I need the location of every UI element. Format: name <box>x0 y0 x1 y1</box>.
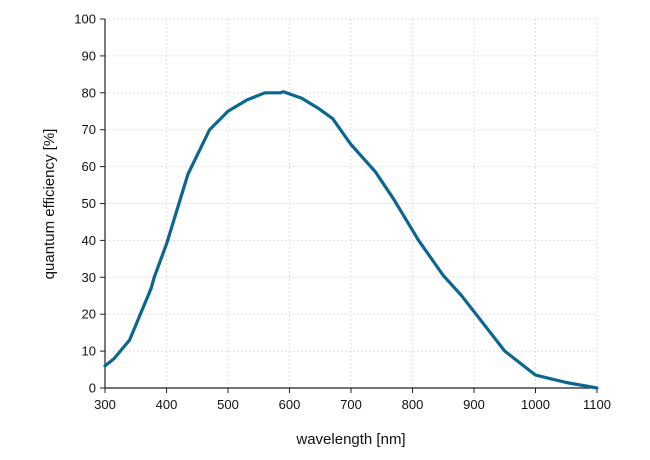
x-tick-label: 300 <box>94 397 116 412</box>
y-tick-label: 10 <box>82 344 96 359</box>
series <box>103 90 599 390</box>
y-tick-label: 40 <box>82 233 96 248</box>
y-tick-label: 0 <box>89 381 96 396</box>
x-tick-label: 1100 <box>583 397 611 412</box>
y-tick-label: 60 <box>82 159 96 174</box>
y-tick-label: 50 <box>82 196 96 211</box>
x-tick-label: 900 <box>463 397 485 412</box>
x-tick-label: 400 <box>156 397 178 412</box>
y-axis-label: quantum efficiency [%] <box>41 129 58 280</box>
y-tick-label: 100 <box>74 12 96 27</box>
y-tick-label: 20 <box>82 307 96 322</box>
qe-curve <box>103 90 599 390</box>
x-tick-label: 1000 <box>521 397 550 412</box>
x-tick-label: 600 <box>279 397 301 412</box>
x-tick-label: 500 <box>217 397 239 412</box>
y-tick-label: 90 <box>82 48 96 63</box>
y-tick-label: 80 <box>82 85 96 100</box>
axes: 300 400 500 600 700 800 900 1000 1100 0 10 20 30 40 50… <box>74 12 611 413</box>
x-tick-label: 700 <box>340 397 362 412</box>
y-tick-label: 70 <box>82 122 96 137</box>
grid <box>105 18 598 388</box>
x-tick-label: 800 <box>402 397 424 412</box>
x-axis-label: wavelength [nm] <box>295 431 405 448</box>
y-tick-label: 30 <box>82 270 96 285</box>
